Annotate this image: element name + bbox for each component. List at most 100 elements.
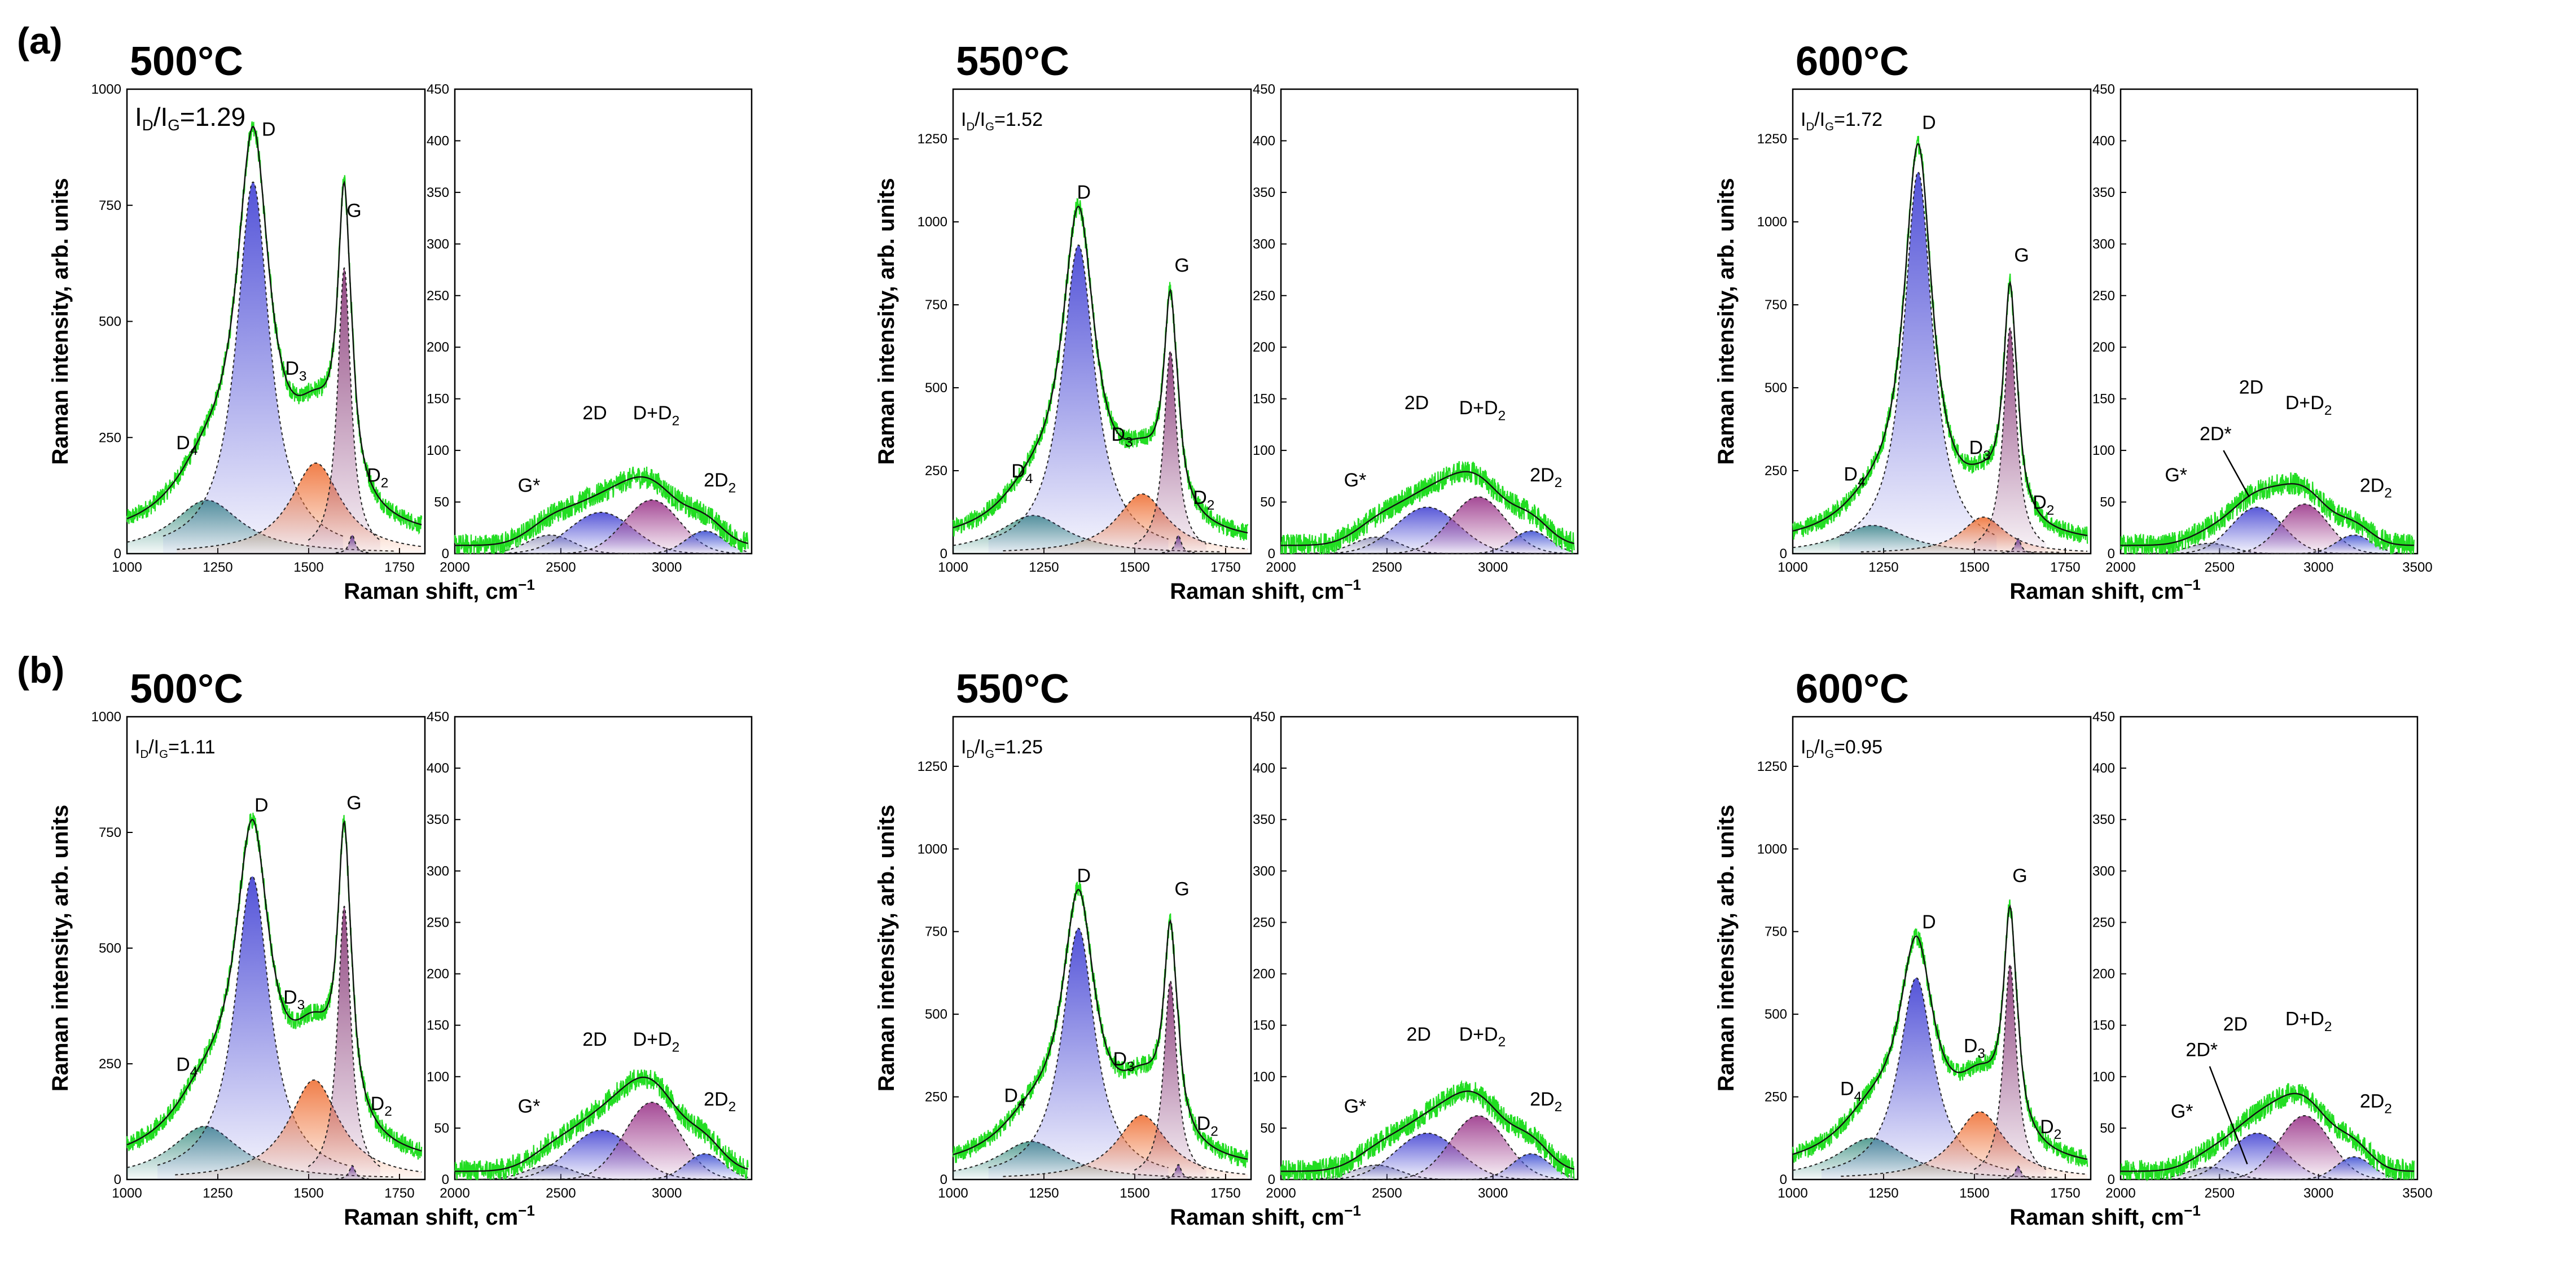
x-tick-label: 1750 <box>2050 1186 2080 1201</box>
y-tick-label: 50 <box>434 495 449 510</box>
y-tick-label: 0 <box>2108 1172 2115 1187</box>
band-label: 2D2 <box>2360 1090 2392 1116</box>
y-tick-label: 350 <box>2092 812 2115 827</box>
y-tick-label: 450 <box>1253 709 1275 725</box>
y-tick-label: 400 <box>2092 761 2115 776</box>
fit-envelope <box>1792 142 2088 537</box>
y-tick-label: 1250 <box>1757 759 1787 774</box>
band-component <box>455 534 655 554</box>
band-label: D <box>1077 182 1091 203</box>
band-fill-2d2 <box>1445 530 1574 554</box>
y-tick-label: 0 <box>2108 546 2115 562</box>
band-label: D3 <box>1111 424 1133 450</box>
x-tick-label: 2000 <box>1266 560 1296 575</box>
band-label: D <box>1922 112 1936 134</box>
band-label: D2 <box>367 464 388 490</box>
band-fill-g <box>308 268 380 554</box>
y-tick-label: 250 <box>99 430 121 445</box>
x-tick-label: 3000 <box>652 560 682 575</box>
band-component <box>308 905 381 1168</box>
measured-spectrum <box>952 198 1249 541</box>
band-component <box>335 534 369 554</box>
y-tick-label: 250 <box>1765 1090 1787 1105</box>
band-fill-2d <box>458 512 744 554</box>
x-tick-label: 1750 <box>1210 560 1240 575</box>
y-tick-label: 400 <box>2092 133 2115 148</box>
band-component <box>2141 506 2373 554</box>
y-tick-label: 300 <box>1253 863 1275 879</box>
x-tick-label: 1250 <box>1029 1186 1059 1201</box>
band-label: D+D2 <box>2285 1008 2332 1034</box>
band-label: D4 <box>176 432 198 458</box>
y-tick-label: 0 <box>1780 546 1787 562</box>
fit-envelope <box>455 1076 748 1172</box>
y-tick-label: 0 <box>940 546 947 562</box>
fit-envelope <box>126 125 422 525</box>
band-label: 2D <box>2239 377 2263 398</box>
y-tick-label: 1250 <box>918 759 947 774</box>
y-tick-label: 500 <box>99 941 121 956</box>
x-tick-label: 2000 <box>1266 1186 1296 1201</box>
band-label: D4 <box>1011 461 1033 486</box>
panel-title: 600°C <box>1796 666 1909 712</box>
y-tick-label: 50 <box>434 1121 449 1136</box>
x-tick-label: 1750 <box>384 1186 414 1201</box>
band-component <box>175 1079 422 1176</box>
fit-envelope <box>126 818 422 1152</box>
y-axis-label: Raman intensity, arb. units <box>1714 178 1739 464</box>
y-axis-label: Raman intensity, arb. units <box>48 805 73 1091</box>
y-tick-label: 250 <box>2092 915 2115 930</box>
band-label: D2 <box>1197 1113 1218 1139</box>
y-tick-label: 500 <box>925 380 947 396</box>
band-label: D4 <box>1004 1085 1025 1111</box>
band-label: G* <box>518 475 541 496</box>
y-tick-label: 250 <box>427 915 449 930</box>
x-tick-label: 1000 <box>112 1186 142 1201</box>
y-tick-label: 350 <box>2092 185 2115 200</box>
y-tick-label: 300 <box>427 236 449 252</box>
y-tick-label: 0 <box>442 1172 449 1187</box>
band-fill-d <box>163 182 343 554</box>
y-axis-label: Raman intensity, arb. units <box>48 178 73 464</box>
band-label: G* <box>1344 1096 1367 1117</box>
y-tick-label: 1000 <box>1757 214 1787 230</box>
y-tick-label: 50 <box>1260 1121 1275 1136</box>
y-tick-label: 300 <box>1253 236 1275 252</box>
intensity-ratio: ID/IG=1.11 <box>135 736 215 761</box>
y-tick-label: 250 <box>1253 288 1275 304</box>
band-fill-2d <box>1284 507 1570 554</box>
band-label: G* <box>2165 464 2187 486</box>
y-tick-label: 250 <box>2092 288 2115 304</box>
band-fill-d <box>988 245 1169 554</box>
band-label: 2D2 <box>2360 475 2392 501</box>
band-fill-d <box>1821 977 2011 1179</box>
band-fill-2d <box>2132 1133 2382 1179</box>
y-tick-label: 750 <box>1765 924 1787 940</box>
y-tick-label: 350 <box>1253 812 1275 827</box>
band-label: D3 <box>1964 1036 1985 1062</box>
fit-envelope <box>1281 471 1574 546</box>
band-component <box>1792 525 2061 553</box>
intensity-ratio: ID/IG=1.29 <box>135 102 245 134</box>
row-label: (b) <box>17 649 64 691</box>
y-tick-label: 750 <box>925 297 947 313</box>
band-component <box>1973 327 2047 544</box>
y-axis-label: Raman intensity, arb. units <box>1714 805 1739 1091</box>
band-fill-dplusd2 <box>2189 1116 2414 1179</box>
band-component <box>619 1153 748 1180</box>
band-label: 2D <box>582 1029 607 1050</box>
band-component <box>1284 1133 1570 1180</box>
y-tick-label: 1000 <box>918 214 947 230</box>
y-tick-label: 1250 <box>918 131 947 147</box>
band-fill-d2 <box>1162 535 1195 554</box>
band-label: D <box>262 119 276 140</box>
band-fill-d2 <box>1162 1164 1195 1179</box>
band-component <box>953 515 1221 553</box>
intensity-ratio: ID/IG=1.52 <box>961 109 1043 133</box>
fit-envelope <box>2121 1093 2414 1172</box>
y-tick-label: 300 <box>2092 236 2115 252</box>
fit-envelope <box>2121 483 2414 546</box>
fit-envelope <box>953 205 1248 534</box>
